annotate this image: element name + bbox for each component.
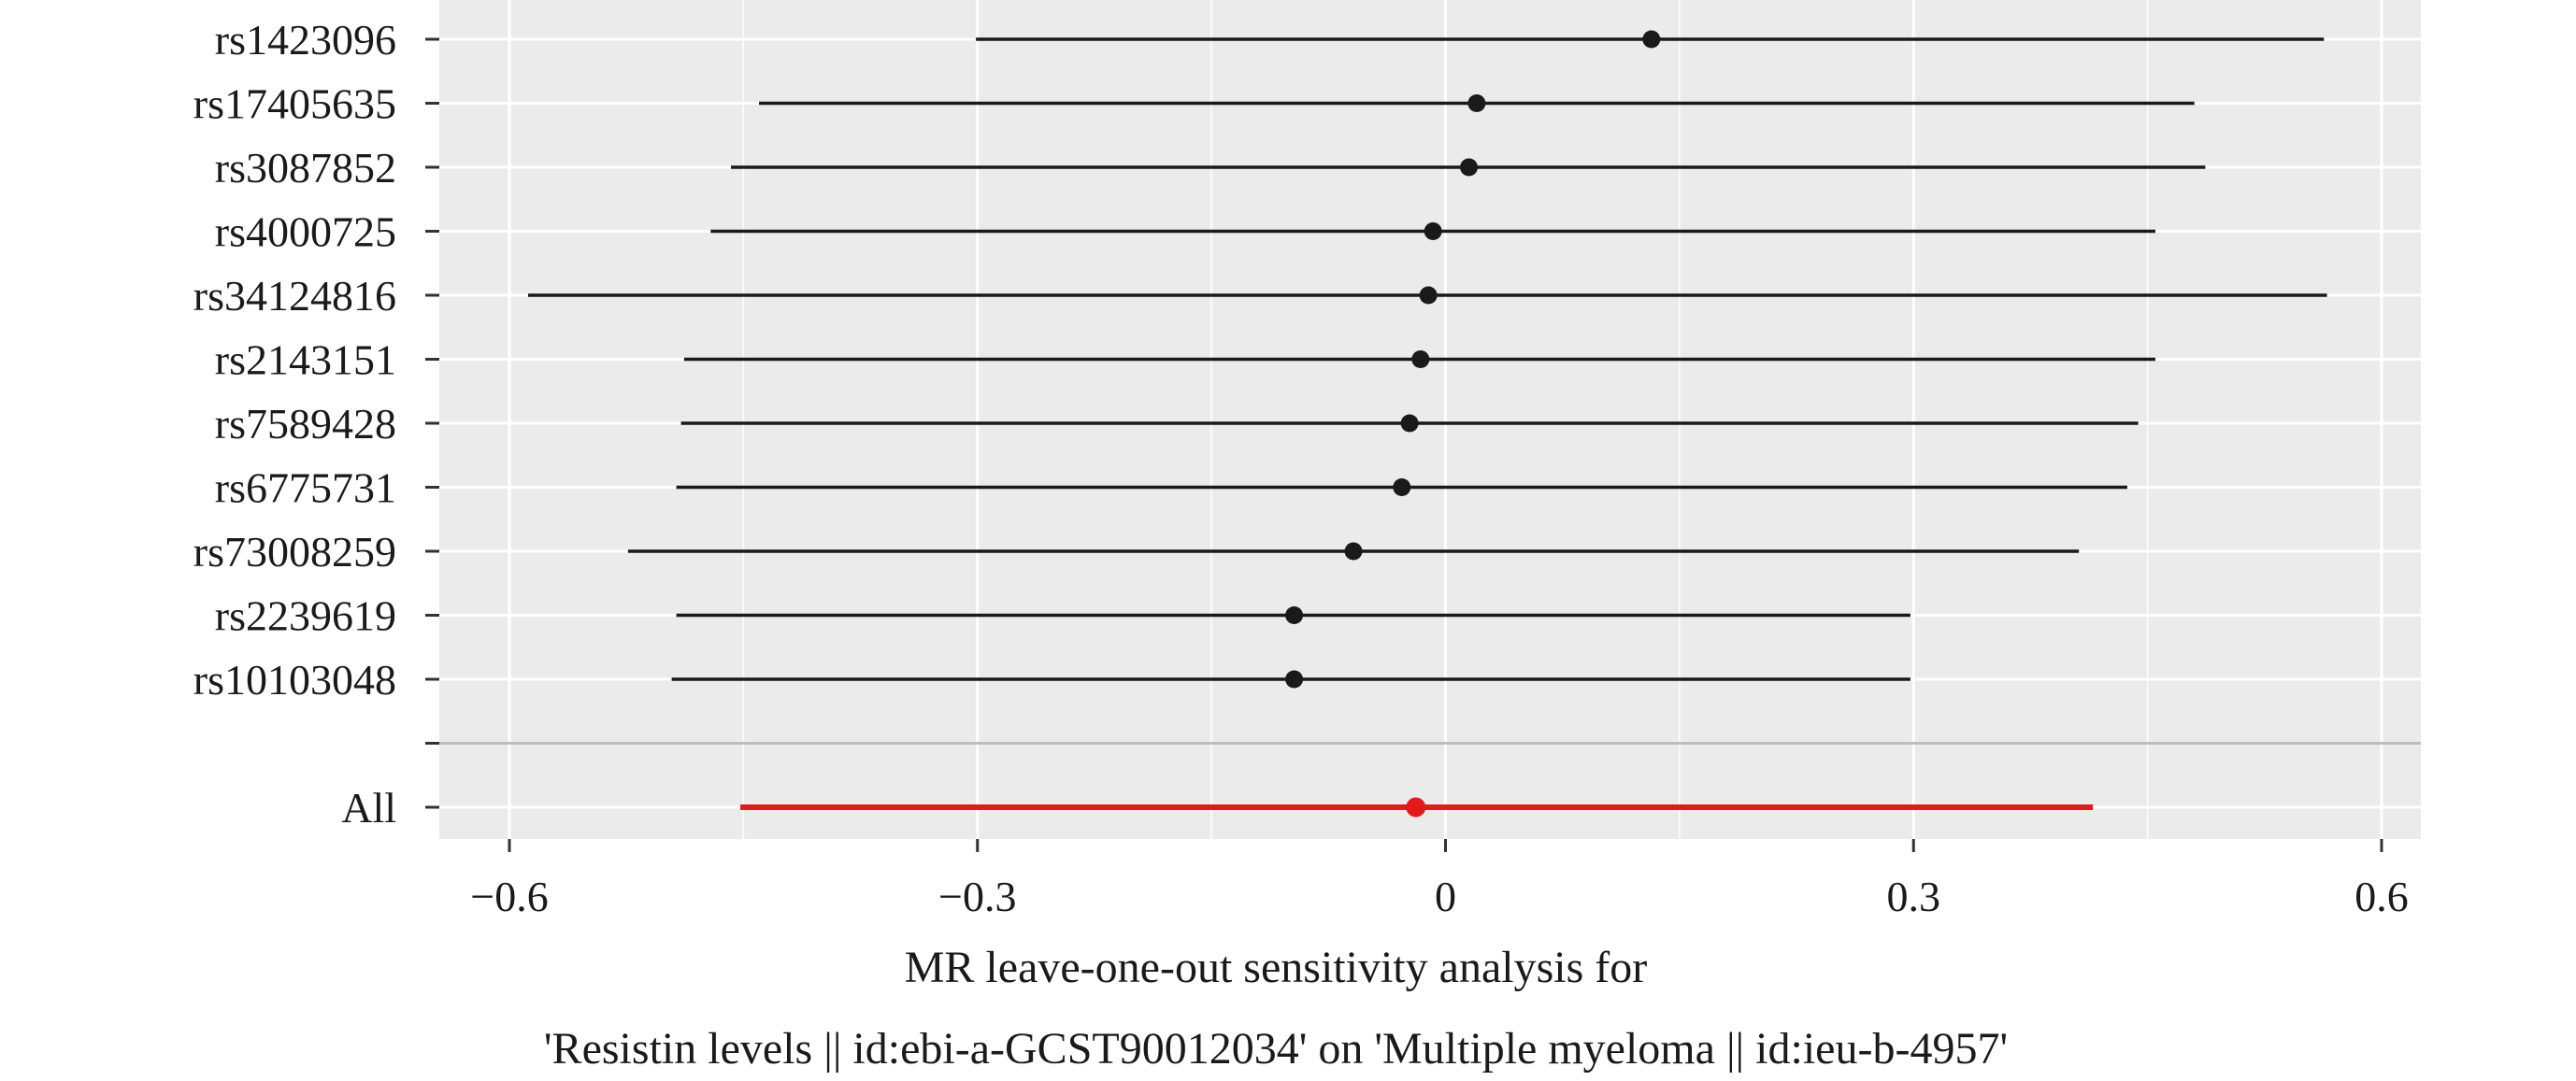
y-tick-label-rs1423096: rs1423096	[215, 16, 396, 64]
y-tick-label-rs3087852: rs3087852	[215, 144, 396, 192]
point-rs10103048	[1285, 670, 1304, 689]
y-tick-label-rs2143151: rs2143151	[215, 336, 396, 384]
y-tick-label-rs34124816: rs34124816	[193, 272, 396, 320]
point-rs7589428	[1400, 414, 1419, 433]
point-all	[1406, 797, 1426, 818]
point-rs6775731	[1393, 478, 1411, 496]
point-rs4000725	[1424, 222, 1442, 240]
y-tick-label-rs73008259: rs73008259	[193, 528, 396, 576]
y-tick-label-rs2239619: rs2239619	[215, 592, 396, 640]
point-rs2239619	[1285, 606, 1304, 624]
x-tick-label: 0.6	[2354, 873, 2409, 920]
x-axis-label-line-1: MR leave-one-out sensitivity analysis fo…	[905, 943, 1648, 992]
axis-layer: rs1423096 rs17405635 rs3087852 rs4000725 rs3…	[193, 16, 2409, 920]
y-tick-label-rs4000725: rs4000725	[215, 208, 396, 256]
x-tick-label: −0.3	[938, 873, 1016, 920]
x-tick-label: 0.3	[1887, 873, 1941, 920]
y-tick-label-rs10103048: rs10103048	[193, 656, 396, 704]
x-tick-label: 0	[1435, 873, 1456, 920]
point-rs1423096	[1642, 30, 1661, 49]
y-tick-label-all: All	[341, 784, 396, 832]
x-tick-label: −0.6	[470, 873, 548, 920]
point-rs2143151	[1411, 350, 1430, 368]
x-axis-label-line-2: 'Resistin levels || id:ebi-a-GCST9001203…	[544, 1024, 2008, 1074]
mark-layer	[528, 30, 2327, 818]
panel-background	[439, 0, 2421, 839]
point-rs17405635	[1467, 94, 1486, 112]
y-tick-label-rs17405635: rs17405635	[193, 80, 396, 128]
y-tick-label-rs6775731: rs6775731	[215, 464, 396, 512]
point-rs34124816	[1419, 286, 1438, 305]
y-tick-label-rs7589428: rs7589428	[215, 400, 396, 448]
point-rs3087852	[1460, 158, 1479, 177]
point-rs73008259	[1344, 542, 1363, 561]
